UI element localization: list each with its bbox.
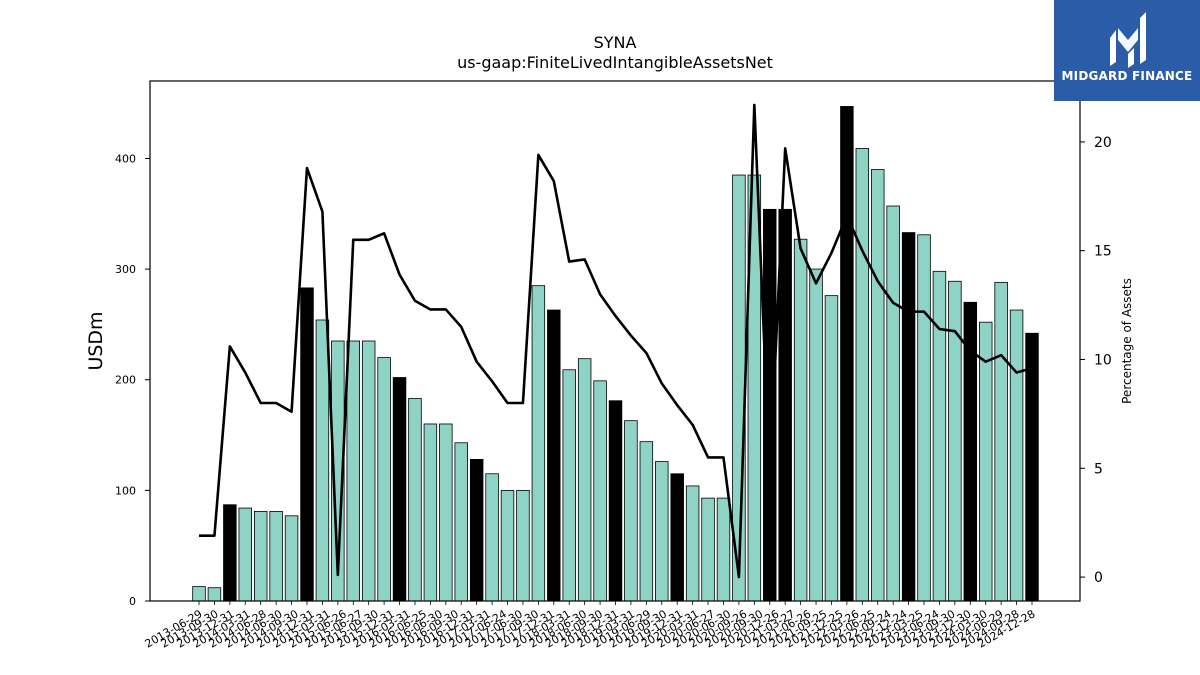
y-axis-right: 0 5 10 15 20 [1080,135,1112,586]
bar [608,400,623,602]
bar [408,398,422,602]
bar [253,510,268,602]
bar [516,489,530,602]
bar [392,377,407,602]
bar [948,280,962,602]
pct-assets-line [199,103,1033,579]
y-axis-left: 0 100 200 300 400 [115,152,150,608]
bar [423,423,438,602]
bar [238,507,252,602]
y-axis-label: USDm [85,311,107,370]
bar [655,461,669,602]
bar [485,473,499,602]
bar [269,510,283,602]
y2-tick-label: 10 [1094,352,1112,368]
bar [1009,309,1024,602]
bar [716,497,731,602]
bar [207,587,222,602]
line-series [199,103,1033,579]
bar [855,148,870,602]
y-tick-label: 0 [129,595,136,608]
bar [547,309,561,602]
bar [979,321,993,602]
bar [793,238,808,602]
bar [346,340,360,602]
bar [593,380,607,602]
y2-tick-label: 0 [1094,570,1103,586]
bar [284,515,299,602]
bar [531,285,546,602]
y2-tick-label: 5 [1094,461,1103,477]
bar [300,287,314,602]
brand-logo: MIDGARD FINANCE [1054,0,1200,101]
y-tick-label: 100 [115,484,136,497]
bar [377,357,391,602]
bar [577,358,592,602]
brand-name: MIDGARD FINANCE [1061,69,1193,83]
bar [562,369,576,602]
bar [1025,332,1039,602]
bar [500,489,515,602]
y-tick-label: 400 [115,152,136,165]
bar [670,473,684,602]
bar [824,295,839,602]
bar [439,423,453,602]
bar [315,319,330,602]
bar-series [192,106,1039,602]
plot-frame [149,80,1081,602]
bar [809,268,823,602]
bar [685,485,700,602]
bar [886,205,900,602]
bar [901,232,916,602]
bar [624,420,638,602]
bar [361,340,376,602]
bar [639,441,654,602]
y2-tick-label: 15 [1094,244,1112,260]
chart-subtitle: us-gaap:FiniteLivedIntangibleAssetsNet [457,53,773,72]
x-axis: 2013-06-292013-09-302013-12-312014-03-31… [143,601,1038,651]
bar [932,270,947,602]
y2-tick-label: 20 [1094,135,1112,151]
chart-title: SYNA [594,33,637,52]
bar [223,504,237,602]
bar [840,106,854,602]
y-tick-label: 200 [115,374,136,387]
bar [701,497,715,602]
bar [917,234,931,602]
bar [454,442,468,602]
bar [192,586,206,602]
bar [469,458,484,602]
y-tick-label: 300 [115,263,136,276]
bar [994,281,1008,602]
y2-axis-label: Percentage of Assets [1120,278,1134,404]
midgard-logo-icon [1110,12,1146,68]
bar [871,169,885,602]
